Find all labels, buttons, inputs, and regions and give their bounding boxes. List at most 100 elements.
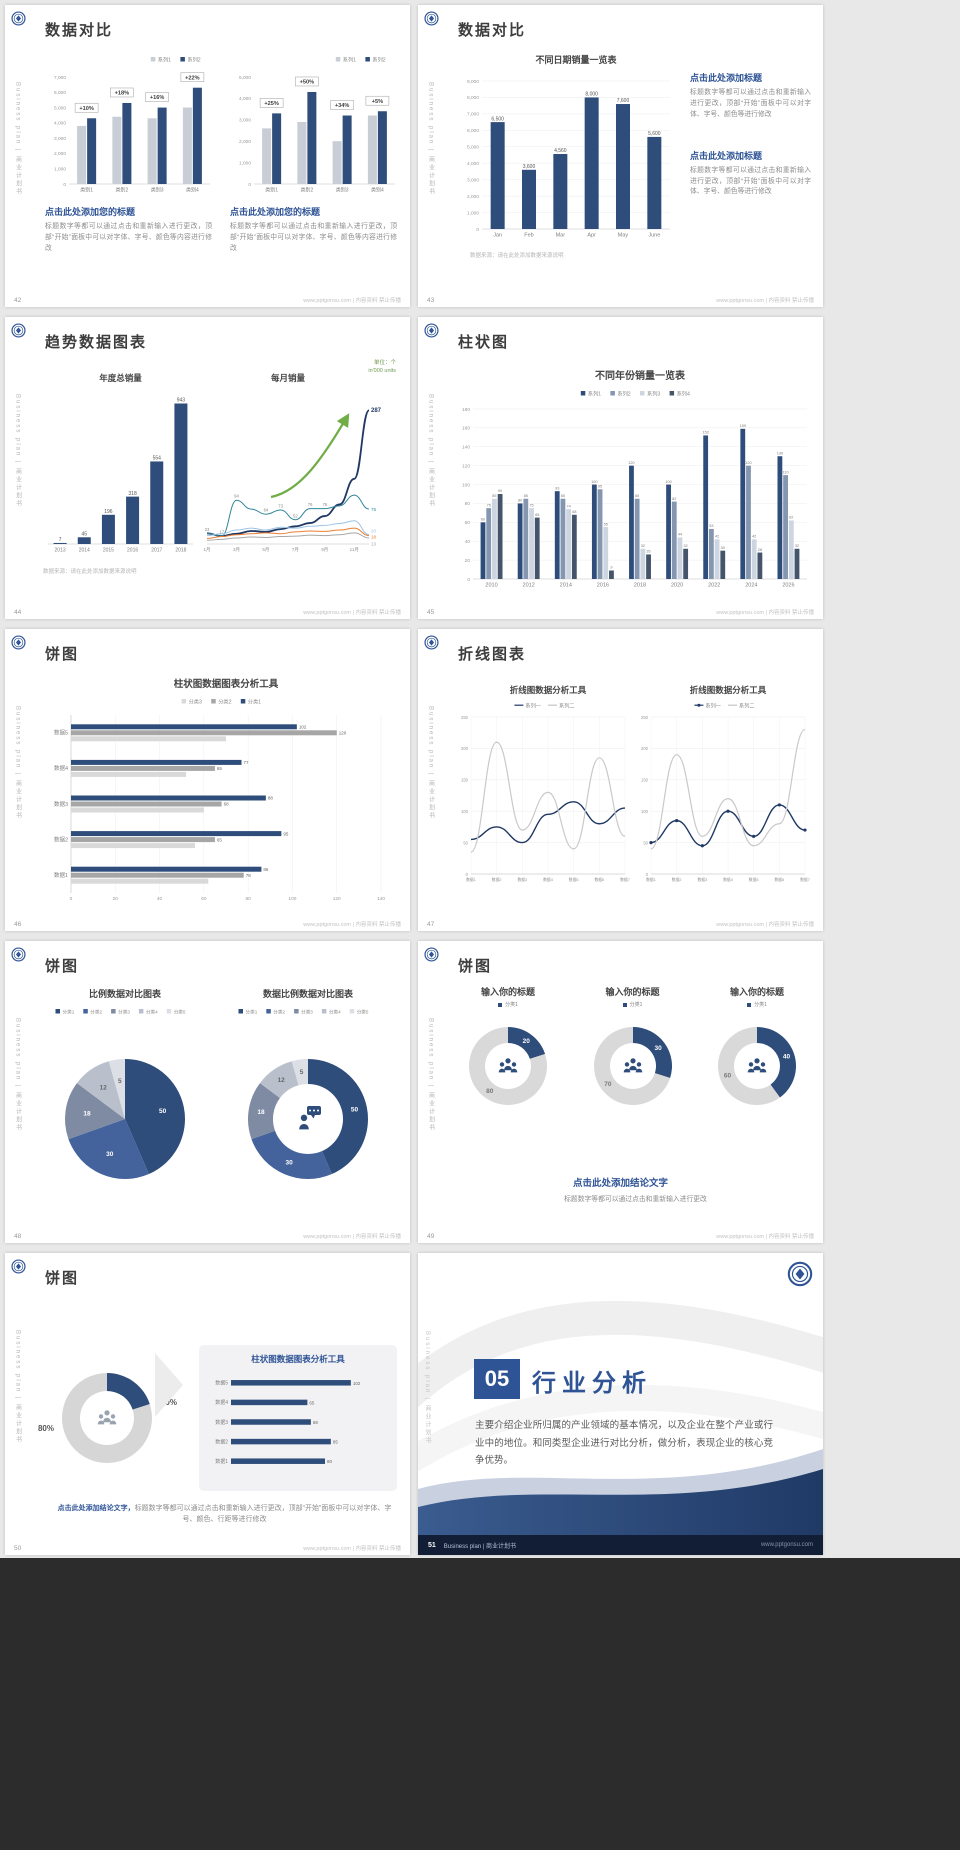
chart-label: 系列一 — [705, 701, 721, 709]
slide-47[interactable]: Business plan | 商业计划书 折线图表 折线图数据分析工具 系列一 系… — [418, 629, 823, 931]
chart-label: 数据2 — [492, 877, 502, 882]
legend-swatch — [610, 391, 615, 396]
legend-swatch — [349, 1009, 355, 1014]
chart-label: 每月销量 — [271, 373, 306, 383]
slide-42[interactable]: Business plan | 商业计划书 数据对比 系列1 系列2 0 1,000 2… — [5, 5, 410, 307]
slide-46[interactable]: Business plan | 商业计划书 饼图 柱状图数据图表分析工具 分类3 分… — [5, 629, 410, 931]
chart-label: 68 — [572, 510, 576, 514]
bar — [523, 498, 529, 579]
slide-50[interactable]: Business plan | 商业计划书 饼图 20% 80% 柱状图数据图表分… — [5, 1253, 410, 1555]
slide-49[interactable]: Business plan | 商业计划书 饼图 输入你的标题 分类1 20 80… — [418, 941, 823, 1243]
data-point — [700, 844, 704, 848]
bar — [554, 491, 560, 579]
chart-label: 250 — [641, 715, 649, 720]
bar — [584, 97, 599, 229]
legend-swatch — [622, 1002, 627, 1007]
chart-label: 类别1 — [265, 187, 278, 194]
chart-label: 数据6 — [594, 877, 604, 882]
slide-title: 饼图 — [45, 958, 80, 975]
chart-label: 分类2 — [273, 1008, 285, 1015]
donut-chart: 30 70 — [577, 1010, 689, 1122]
text-column: 点击此处添加标题 标题数字等都可以通过点击和重新输入进行更改，顶部“开始”面板中… — [690, 71, 811, 198]
donut-chart: 40 60 — [701, 1010, 813, 1122]
chart-label: 140 — [462, 445, 470, 451]
bar — [529, 508, 534, 579]
bar — [788, 520, 794, 579]
chart-label: 28 — [758, 548, 762, 552]
chart-label: 数据2 — [672, 877, 682, 882]
chart-label: 13 — [371, 542, 377, 547]
chart-label: 30 — [721, 546, 725, 550]
slide-sidebar: Business plan | 商业计划书 — [418, 317, 444, 619]
bar — [671, 501, 677, 579]
slide-number: 43 — [427, 296, 435, 304]
source-note: 数据来源：请在此处添加数据来源说明 — [470, 253, 564, 259]
brand-vertical-text: Business plan | 商业计划书 — [14, 1330, 21, 1445]
bar — [677, 537, 683, 579]
slide-44[interactable]: Business plan | 商业计划书 趋势数据图表 单位：个 in'000… — [5, 317, 410, 619]
chart-label: 80 — [327, 1459, 333, 1464]
person-icon — [504, 1065, 512, 1071]
chart-label: 5,000 — [239, 75, 251, 81]
slide-number: 47 — [427, 920, 435, 928]
chart-label: 180 — [462, 407, 470, 413]
legend-swatch — [335, 57, 341, 62]
bar — [480, 522, 486, 579]
bar — [566, 509, 572, 579]
chart-label: 64 — [264, 508, 269, 513]
slide-title: 柱状图 — [458, 334, 510, 351]
chart-label: Mar — [556, 233, 566, 239]
chart-label: 6,000 — [54, 90, 66, 96]
slide-45[interactable]: Business plan | 商业计划书 柱状图 不同年份销量一览表 系列1 系列… — [418, 317, 823, 619]
chart-label: 9,000 — [467, 79, 479, 85]
chart-label: 73 — [278, 504, 283, 509]
pie-slice — [248, 1083, 280, 1140]
left-column: 系列1 系列2 0 1,000 2,000 3,000 4,000 5,000 6,000 7,0… — [45, 55, 212, 255]
horizontal-bar-chart: 数据5 数据4 数据3 数据2 数据1 102 65 68 85 80 — [206, 1369, 390, 1473]
chart-label: 不同日期销量一览表 — [535, 54, 617, 65]
chart-label: 554 — [153, 456, 162, 462]
chart-label: 30 — [285, 1160, 293, 1167]
person-icon — [628, 1065, 637, 1071]
donut-chart: 40 60 — [718, 1027, 796, 1105]
chart-label: 不同年份销量一览表 — [595, 369, 686, 382]
pie-slice — [718, 1027, 780, 1105]
bar — [683, 548, 689, 579]
bar — [486, 508, 492, 579]
legend-swatch — [266, 1009, 271, 1014]
chart-label: 9月 — [321, 547, 328, 553]
bar — [757, 552, 763, 579]
slide-51[interactable]: Business plan | 商业计划书 05 行业分析 主要介绍企业所归属的… — [418, 1253, 823, 1555]
chart-label: 4,000 — [54, 121, 66, 127]
unit-note-line1: 单位：个 — [373, 360, 396, 366]
chevron-arrow-icon — [155, 1353, 183, 1417]
chart-label: 系列1 — [158, 55, 171, 63]
chart-label: 2016 — [127, 548, 138, 554]
chart-label: 数据5 — [749, 877, 759, 882]
chart-label: 50 — [643, 840, 648, 845]
chart-label: 1,000 — [54, 167, 66, 173]
block-heading: 点击此处添加标题 — [690, 73, 763, 83]
chart-label: 0 — [466, 872, 469, 877]
bar — [297, 121, 307, 184]
bar — [367, 115, 377, 184]
chart-label: 88 — [268, 796, 274, 801]
chart-label: 数据4 — [54, 764, 68, 772]
bar — [522, 169, 536, 229]
chart-label: 32 — [684, 544, 688, 548]
chart-label: 45 — [81, 531, 87, 537]
slide-footer: 51 Business plan | 商业计划书 www.pptgonsu.co… — [418, 1535, 823, 1555]
bubble-dot — [313, 1109, 315, 1112]
grouped-bar-chart: 不同年份销量一览表 系列1 系列2 系列3 系列4 0 20 40 60 80 100 120 140 1… — [452, 365, 812, 595]
chart-label: 数据5 — [54, 729, 68, 737]
slide-number: 44 — [14, 608, 22, 616]
pie-chart: 比例数据对比图表分类1 分类2 分类3 分类4 分类5 50 30 18 12 5 — [39, 987, 211, 1207]
slide-43[interactable]: Business plan | 商业计划书 数据对比 不同日期销量一览表 0 1,0… — [418, 5, 823, 307]
chart-label: 折线图数据分析工具 — [690, 685, 767, 695]
bar — [192, 87, 202, 184]
chart-label: 数据5 — [569, 877, 579, 882]
person-icon — [753, 1065, 761, 1071]
slide-48[interactable]: Business plan | 商业计划书 饼图 比例数据对比图表 分类1 分类2 分… — [5, 941, 410, 1243]
chart-label: 类别4 — [186, 187, 199, 194]
legend-swatch — [111, 1009, 116, 1014]
